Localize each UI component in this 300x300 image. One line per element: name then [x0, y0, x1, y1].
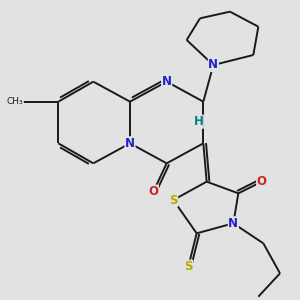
Text: S: S [169, 194, 178, 206]
Text: N: N [228, 217, 238, 230]
Text: H: H [194, 115, 203, 128]
Text: N: N [162, 75, 172, 88]
Text: N: N [208, 58, 218, 71]
Text: CH₃: CH₃ [7, 97, 23, 106]
Text: N: N [125, 137, 135, 150]
Text: O: O [257, 175, 267, 188]
Text: O: O [148, 185, 158, 198]
Text: S: S [184, 260, 193, 273]
